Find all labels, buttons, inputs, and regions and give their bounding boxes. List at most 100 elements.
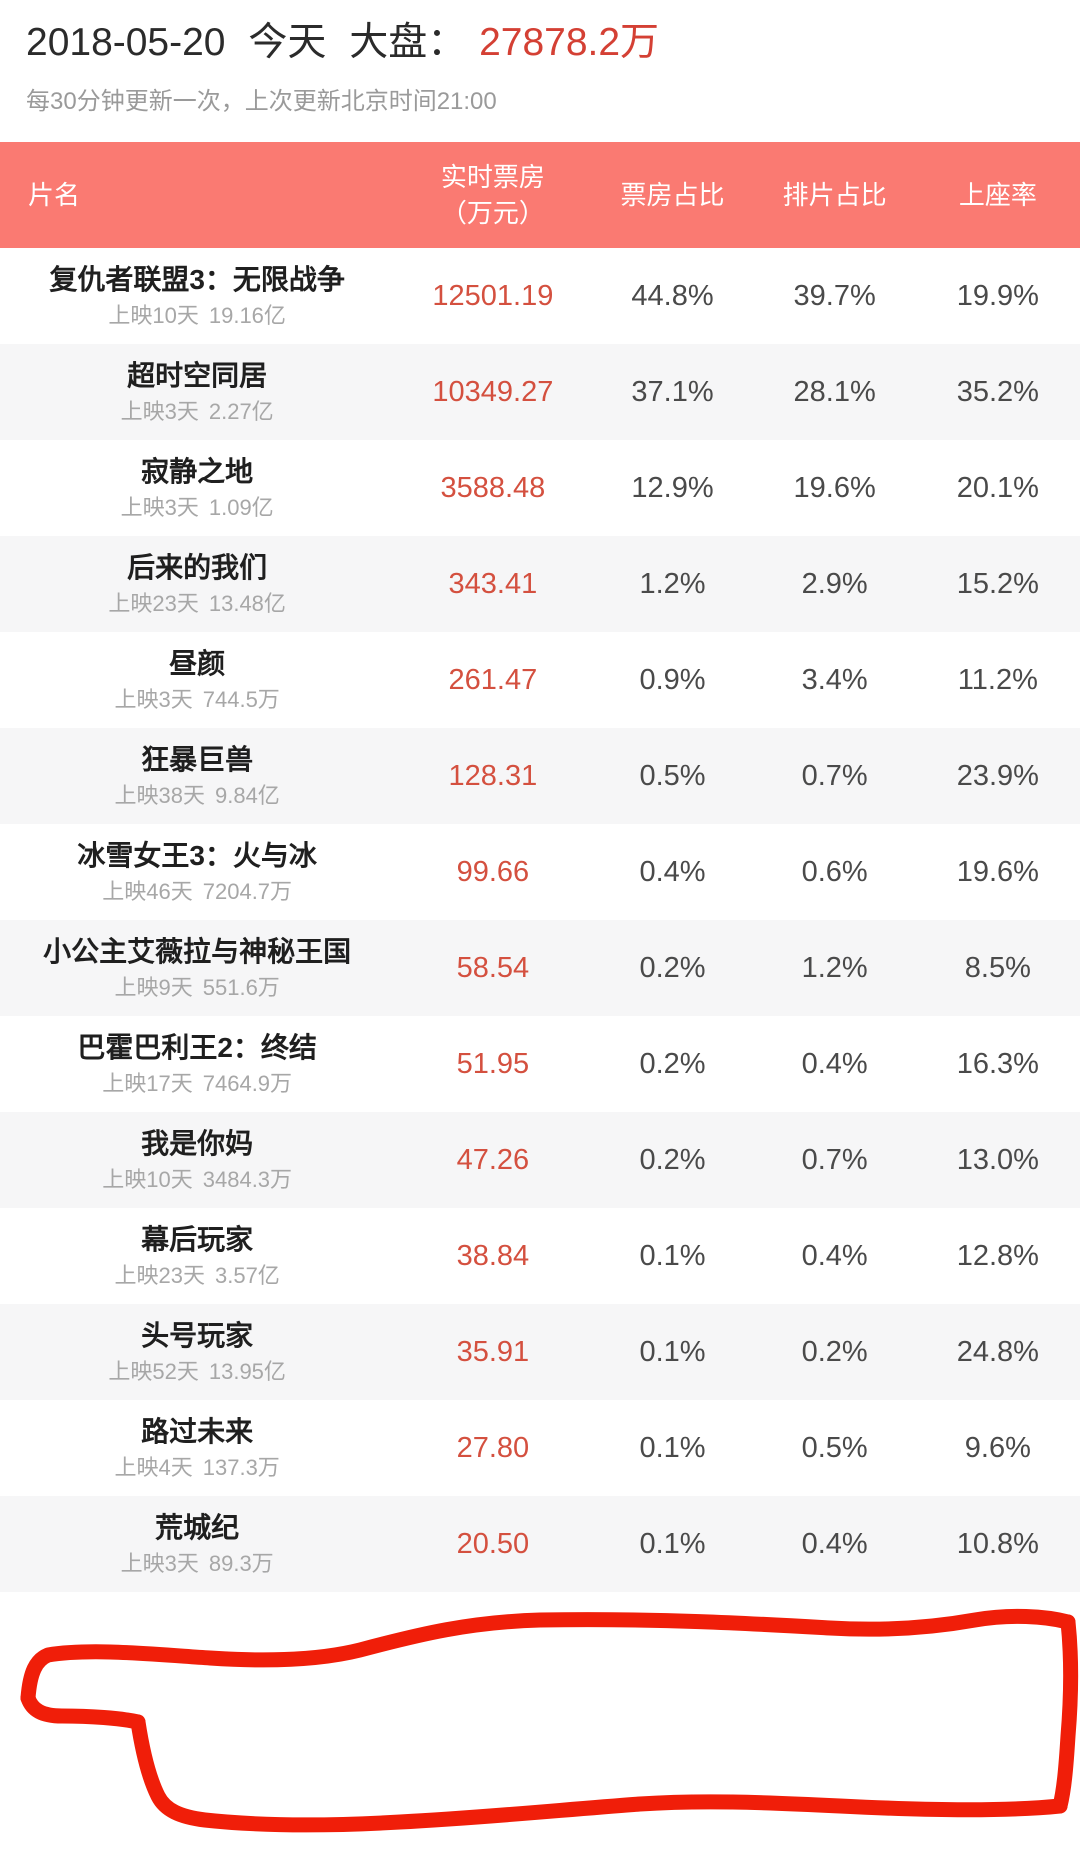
movie-cumulative-gross: 13.95亿 <box>208 1359 286 1384</box>
movie-release-days: 上映3天 <box>120 1551 199 1576</box>
cell-movie-name[interactable]: 狂暴巨兽 上映38天 9.84亿 <box>0 728 394 824</box>
movie-title: 寂静之地 <box>141 456 254 487</box>
column-header-name-label: 片名 <box>28 180 81 210</box>
cell-boxoffice-pct: 0.4% <box>639 855 706 888</box>
cell-boxoffice: 35.91 <box>456 1335 530 1368</box>
table-row-highlighted[interactable]: 荒城纪 上映3天 89.3万 20.50 0.1% 0.4% 10.8% <box>0 1496 1080 1592</box>
movie-meta: 上映3天 744.5万 <box>0 686 394 714</box>
column-header-boxoffice-line1: 实时票房 <box>440 162 545 192</box>
cell-movie-name[interactable]: 复仇者联盟3：无限战争上映10天 19.16亿 <box>0 248 394 344</box>
cell-boxoffice-pct: 0.2% <box>639 1143 706 1176</box>
table-row[interactable]: 头号玩家上映52天 13.95亿 35.91 0.1% 0.2% 24.8% <box>0 1304 1080 1400</box>
cell-boxoffice-pct: 0.1% <box>639 1335 706 1368</box>
table-row[interactable]: 狂暴巨兽 上映38天 9.84亿 128.31 0.5% 0.7% 23.9% <box>0 728 1080 824</box>
cell-boxoffice: 343.41 <box>448 567 538 600</box>
movie-cumulative-gross: 89.3万 <box>208 1551 274 1576</box>
table-row[interactable]: 幕后玩家 上映23天 3.57亿 38.84 0.1% 0.4% 12.8% <box>0 1208 1080 1304</box>
movie-title: 冰雪女王3：火与冰 <box>77 840 317 871</box>
cell-attendance-rate: 24.8% <box>956 1335 1039 1368</box>
movie-meta: 上映4天 137.3万 <box>0 1454 394 1482</box>
cell-boxoffice-pct: 37.1% <box>631 375 714 408</box>
page-header: 2018-05-20 今天 大盘： 27878.2万 每30分钟更新一次，上次更… <box>0 0 1080 118</box>
movie-title: 头号玩家 <box>141 1320 254 1351</box>
table-row[interactable]: 小公主艾薇拉与神秘王国 上映9天 551.6万 58.54 0.2% 1.2% 8.5% <box>0 920 1080 1016</box>
movie-cumulative-gross: 744.5万 <box>202 687 280 712</box>
today-label: 今天 <box>248 21 327 64</box>
movie-title: 我是你妈 <box>141 1128 254 1159</box>
cell-movie-name[interactable]: 后来的我们 上映23天 13.48亿 <box>0 536 394 632</box>
cell-movie-name[interactable]: 寂静之地上映3天 1.09亿 <box>0 440 394 536</box>
movie-cumulative-gross: 551.6万 <box>202 975 280 1000</box>
movie-cumulative-gross: 13.48亿 <box>208 591 286 616</box>
cell-movie-name[interactable]: 巴霍巴利王2：终结 上映17天 7464.9万 <box>0 1016 394 1112</box>
movie-title: 复仇者联盟3：无限战争 <box>49 264 345 295</box>
cell-movie-name[interactable]: 小公主艾薇拉与神秘王国 上映9天 551.6万 <box>0 920 394 1016</box>
cell-boxoffice: 38.84 <box>456 1239 530 1272</box>
movie-release-days: 上映10天 <box>108 303 199 328</box>
cell-boxoffice-pct: 0.2% <box>639 1047 706 1080</box>
table-row[interactable]: 我是你妈 上映10天 3484.3万 47.26 0.2% 0.7% 13.0% <box>0 1112 1080 1208</box>
column-header-boxoffice-pct[interactable]: 票房占比 <box>591 142 753 248</box>
movie-meta: 上映10天 19.16亿 <box>0 302 394 330</box>
cell-attendance-rate: 10.8% <box>956 1527 1039 1560</box>
cell-screening-pct: 0.6% <box>801 855 868 888</box>
column-header-attendance-rate[interactable]: 上座率 <box>916 142 1080 248</box>
movie-cumulative-gross: 7464.9万 <box>202 1071 293 1096</box>
table-row[interactable]: 巴霍巴利王2：终结 上映17天 7464.9万 51.95 0.2% 0.4% 16.3% <box>0 1016 1080 1112</box>
movie-cumulative-gross: 1.09亿 <box>208 495 274 520</box>
cell-movie-name[interactable]: 头号玩家上映52天 13.95亿 <box>0 1304 394 1400</box>
movie-cumulative-gross: 3.57亿 <box>214 1263 280 1288</box>
column-header-screening-pct-label: 排片占比 <box>782 180 887 210</box>
total-gross-value: 27878.2万 <box>479 21 660 64</box>
table-row[interactable]: 复仇者联盟3：无限战争 上映10天 19.16亿 12501.19 44.8% 39.7%… <box>0 248 1080 344</box>
table-row[interactable]: 冰雪女王3：火与冰 上映46天 7204.7万 99.66 0.4% 0.6% 19.6% <box>0 824 1080 920</box>
cell-movie-name[interactable]: 荒城纪 上映3天 89.3万 <box>0 1496 394 1592</box>
table-row[interactable]: 后来的我们 上映23天 13.48亿 343.41 1.2% 2.9% 15.2% <box>0 536 1080 632</box>
cell-movie-name[interactable]: 昼颜 上映3天 744.5万 <box>0 632 394 728</box>
cell-movie-name[interactable]: 幕后玩家上映23天 3.57亿 <box>0 1208 394 1304</box>
table-row[interactable]: 超时空同居 上映3天 2.27亿 10349.27 37.1% 28.1% 35.2% <box>0 344 1080 440</box>
cell-attendance-rate: 20.1% <box>956 471 1039 504</box>
movie-meta: 上映10天 3484.3万 <box>0 1166 394 1194</box>
cell-boxoffice: 3588.48 <box>440 471 546 504</box>
cell-boxoffice-pct: 0.1% <box>639 1527 706 1560</box>
movie-meta: 上映3天 89.3万 <box>0 1550 394 1578</box>
movie-cumulative-gross: 137.3万 <box>202 1455 280 1480</box>
cell-boxoffice: 128.31 <box>448 759 538 792</box>
cell-boxoffice: 58.54 <box>456 951 530 984</box>
cell-movie-name[interactable]: 我是你妈上映10天 3484.3万 <box>0 1112 394 1208</box>
column-header-screening-pct[interactable]: 排片占比 <box>754 142 916 248</box>
table-row[interactable]: 昼颜 上映3天 744.5万 261.47 0.9% 3.4% 11.2% <box>0 632 1080 728</box>
movie-release-days: 上映23天 <box>108 591 199 616</box>
movie-meta: 上映38天 9.84亿 <box>0 782 394 810</box>
column-header-boxoffice[interactable]: 实时票房 （万元） <box>394 142 591 248</box>
movie-release-days: 上映23天 <box>114 1263 205 1288</box>
cell-attendance-rate: 35.2% <box>956 375 1039 408</box>
cell-boxoffice: 99.66 <box>456 855 530 888</box>
table-header: 片名 实时票房 （万元） 票房占比 排片占比 上座率 <box>0 142 1080 248</box>
cell-movie-name[interactable]: 超时空同居 上映3天 2.27亿 <box>0 344 394 440</box>
cell-screening-pct: 0.2% <box>801 1335 868 1368</box>
cell-boxoffice-pct: 0.9% <box>639 663 706 696</box>
cell-attendance-rate: 9.6% <box>964 1431 1031 1464</box>
movie-release-days: 上映10天 <box>102 1167 193 1192</box>
cell-screening-pct: 39.7% <box>793 279 876 312</box>
movie-meta: 上映52天 13.95亿 <box>0 1358 394 1386</box>
movie-release-days: 上映3天 <box>114 687 193 712</box>
movie-title: 幕后玩家 <box>141 1224 254 1255</box>
movie-title: 路过未来 <box>141 1416 254 1447</box>
report-date: 2018-05-20 <box>26 21 226 64</box>
movie-cumulative-gross: 3484.3万 <box>202 1167 293 1192</box>
movie-release-days: 上映3天 <box>120 399 199 424</box>
cell-screening-pct: 0.4% <box>801 1239 868 1272</box>
cell-movie-name[interactable]: 路过未来上映4天 137.3万 <box>0 1400 394 1496</box>
cell-screening-pct: 0.5% <box>801 1431 868 1464</box>
movie-release-days: 上映3天 <box>120 495 199 520</box>
table-row[interactable]: 寂静之地 上映3天 1.09亿 3588.48 12.9% 19.6% 20.1% <box>0 440 1080 536</box>
table-row[interactable]: 路过未来 上映4天 137.3万 27.80 0.1% 0.5% 9.6% <box>0 1400 1080 1496</box>
movie-release-days: 上映17天 <box>102 1071 193 1096</box>
cell-movie-name[interactable]: 冰雪女王3：火与冰 上映46天 7204.7万 <box>0 824 394 920</box>
movie-meta: 上映23天 3.57亿 <box>0 1262 394 1290</box>
cell-boxoffice-pct: 44.8% <box>631 279 714 312</box>
column-header-name[interactable]: 片名 <box>0 142 394 248</box>
